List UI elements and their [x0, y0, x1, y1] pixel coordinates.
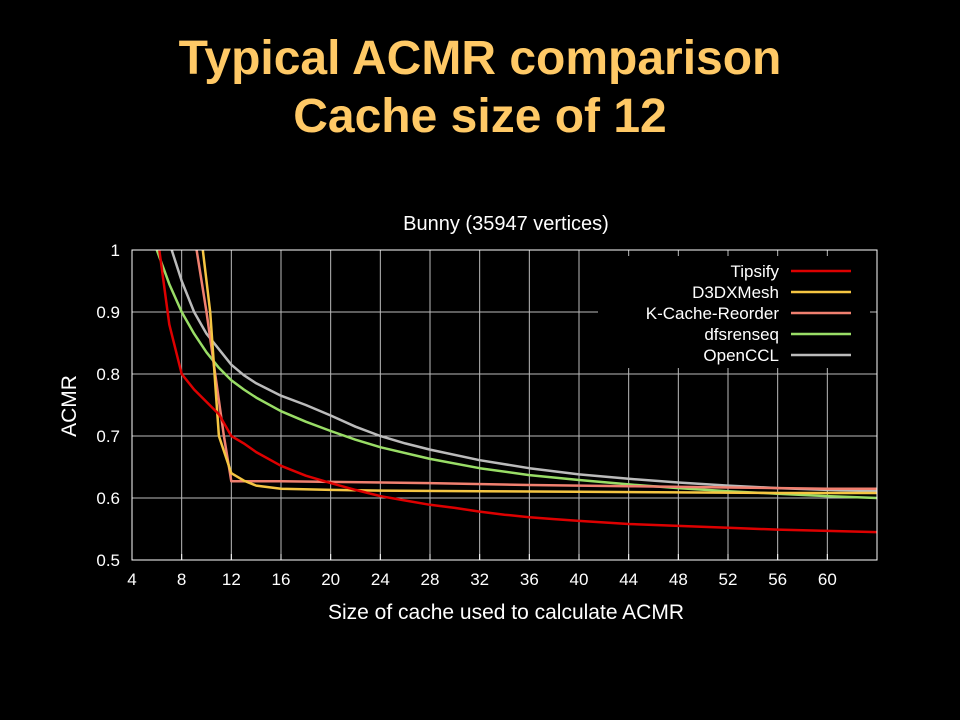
legend-label-k-cache-reorder: K-Cache-Reorder: [646, 304, 780, 323]
chart-ticks: 4 8 12 16 20 24 28 32 36 40 44 48 52 56 600.50.60.70.8…: [96, 241, 836, 589]
x-tick-label: 12: [222, 570, 241, 589]
x-tick-label: 60: [818, 570, 837, 589]
series-line-openccl: [170, 250, 877, 493]
y-tick-label: 0.5: [96, 551, 120, 570]
x-tick-label: 48: [669, 570, 688, 589]
x-axis-label: Size of cache used to calculate ACMR: [328, 601, 684, 624]
x-tick-label: 44: [619, 570, 638, 589]
series-line-dfsrenseq: [155, 250, 877, 500]
legend-label-openccl: OpenCCL: [703, 346, 779, 365]
legend-label-tipsify: Tipsify: [731, 262, 780, 281]
y-tick-label: 0.9: [96, 303, 120, 322]
x-tick-label: 28: [421, 570, 440, 589]
slide-title-line-1: Typical ACMR comparison: [178, 32, 782, 85]
chart-title: Bunny (35947 vertices): [403, 213, 609, 235]
x-tick-label: 56: [768, 570, 787, 589]
series-line-d3dxmesh: [201, 250, 877, 495]
x-tick-label: 36: [520, 570, 539, 589]
x-tick-label: 20: [321, 570, 340, 589]
slide-title-line-2: Cache size of 12: [293, 90, 667, 143]
x-tick-label: 40: [570, 570, 589, 589]
chart-series: [155, 250, 877, 534]
series-line-tipsify: [158, 250, 877, 534]
x-tick-label: 16: [272, 570, 291, 589]
y-tick-label: 0.7: [96, 427, 120, 446]
chart-legend: Tipsify D3DXMesh K-Cache-Reorder dfsrenseq O…: [598, 256, 870, 368]
x-tick-label: 24: [371, 570, 390, 589]
chart-grid: [132, 250, 877, 560]
x-tick-label: 52: [719, 570, 738, 589]
legend-label-d3dxmesh: D3DXMesh: [692, 283, 779, 302]
y-tick-label: 0.6: [96, 489, 120, 508]
plot-frame: [131, 249, 878, 561]
legend-label-dfsrenseq: dfsrenseq: [704, 325, 779, 344]
x-tick-label: 8: [177, 570, 186, 589]
y-tick-label: 0.8: [96, 365, 120, 384]
y-axis-label: ACMR: [58, 375, 81, 437]
slide-title: Typical ACMR comparison Cache size of 12: [0, 30, 960, 146]
x-tick-label: 32: [470, 570, 489, 589]
x-tick-label: 4: [127, 570, 136, 589]
y-tick-label: 1: [111, 241, 120, 260]
